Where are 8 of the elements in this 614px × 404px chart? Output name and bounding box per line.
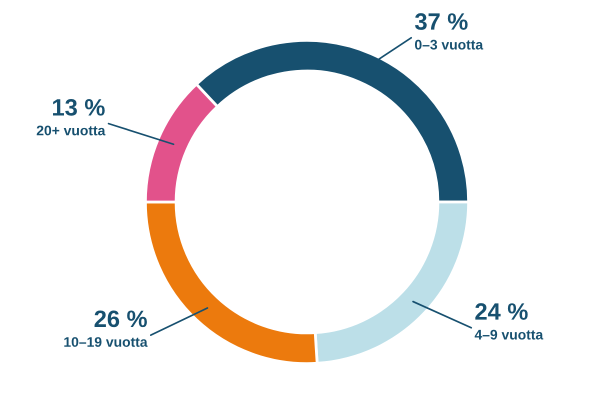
data-label: 26 % xyxy=(94,310,147,328)
slice-label: 0–3 vuotta xyxy=(414,40,484,50)
data-label: 24 % xyxy=(475,303,528,320)
slice-label: 10–19 vuotta xyxy=(64,337,148,347)
slice-label: 4–9 vuotta xyxy=(474,330,544,340)
data-label: 13 % xyxy=(53,98,105,116)
data-label: 37 % xyxy=(414,13,468,30)
slice-label: 20+ vuotta xyxy=(36,126,106,136)
